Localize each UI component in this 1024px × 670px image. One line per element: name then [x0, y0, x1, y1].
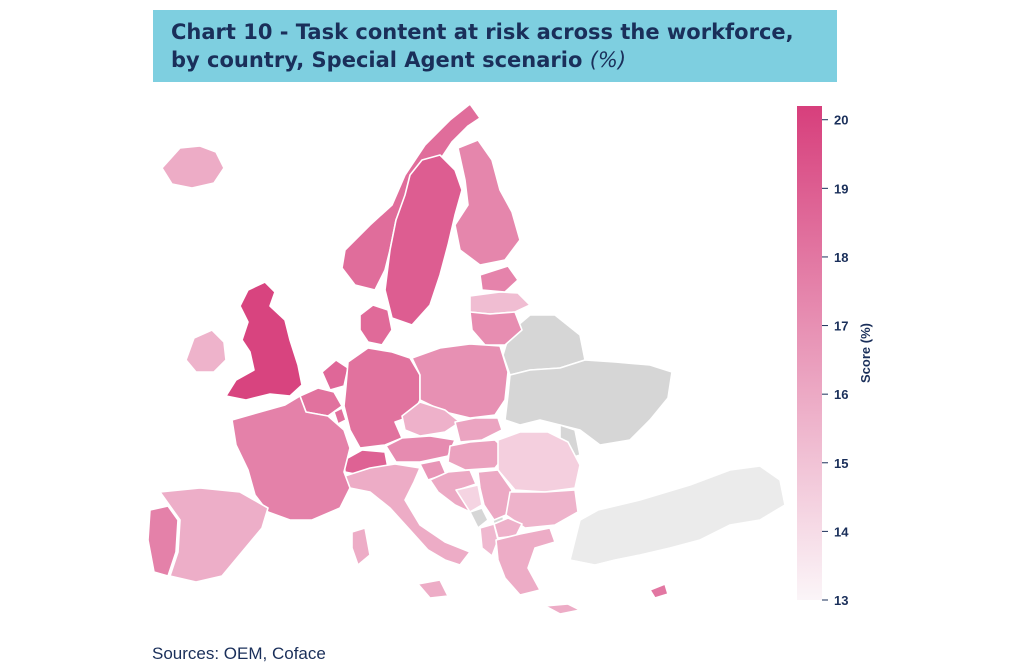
source-note: Sources: OEM, Coface [152, 644, 326, 663]
chart-title-line-2: by country, Special Agent scenario (%) [171, 48, 626, 72]
colorbar-label: Score (%) [858, 323, 873, 383]
colorbar-tick-label: 19 [834, 181, 848, 196]
country-ukraine[interactable] [504, 359, 673, 446]
colorbar: 20 19 18 17 16 15 14 13 Score (%) [797, 106, 873, 608]
country-greece[interactable] [495, 527, 556, 596]
country-serbia[interactable] [477, 469, 513, 521]
country-iceland[interactable] [161, 145, 225, 189]
country-spain[interactable] [159, 487, 269, 583]
colorbar-tick-label: 17 [834, 319, 848, 334]
country-turkey[interactable] [569, 465, 786, 566]
chart-title-line-2-text: by country, Special Agent scenario [171, 48, 583, 72]
colorbar-tick-label: 15 [834, 456, 848, 471]
colorbar-tick-label: 20 [834, 113, 848, 128]
colorbar-tick-label: 16 [834, 387, 848, 402]
chart-title-line-1: Chart 10 - Task content at risk across t… [171, 20, 794, 44]
country-portugal[interactable] [147, 505, 179, 577]
country-sardinia[interactable] [351, 527, 371, 566]
country-romania[interactable] [497, 431, 581, 493]
country-germany[interactable] [343, 347, 421, 449]
country-finland[interactable] [454, 139, 521, 266]
country-bulgaria[interactable] [505, 489, 579, 529]
country-denmark[interactable] [359, 304, 393, 346]
country-czechia[interactable] [401, 401, 461, 437]
country-united-kingdom[interactable] [225, 281, 303, 401]
colorbar-tick-label: 18 [834, 250, 848, 265]
country-ireland[interactable] [185, 329, 227, 373]
country-italy[interactable] [344, 463, 471, 566]
country-norway[interactable] [341, 103, 481, 291]
country-albania[interactable] [479, 523, 499, 557]
country-france[interactable] [231, 395, 351, 521]
country-crete[interactable] [544, 603, 581, 615]
country-sweden[interactable] [384, 154, 463, 326]
chart-title-unit: (%) [589, 48, 627, 72]
country-cyprus[interactable] [649, 583, 669, 599]
country-montenegro[interactable] [469, 507, 489, 529]
country-luxembourg[interactable] [333, 407, 347, 425]
country-sicily[interactable] [417, 579, 449, 599]
country-netherlands[interactable] [321, 359, 349, 391]
country-latvia[interactable] [469, 291, 531, 315]
colorbar-tick-label: 13 [834, 593, 848, 608]
country-slovakia[interactable] [454, 417, 503, 443]
colorbar-gradient [797, 106, 822, 600]
country-estonia[interactable] [479, 265, 519, 293]
country-poland[interactable] [411, 343, 509, 419]
country-bosnia[interactable] [455, 484, 483, 513]
colorbar-tick-label: 14 [834, 524, 849, 539]
chart-title: Chart 10 - Task content at risk across t… [153, 10, 837, 82]
europe-map: 20 19 18 17 16 15 14 13 Score (%) [147, 103, 873, 615]
country-lithuania[interactable] [469, 311, 523, 346]
